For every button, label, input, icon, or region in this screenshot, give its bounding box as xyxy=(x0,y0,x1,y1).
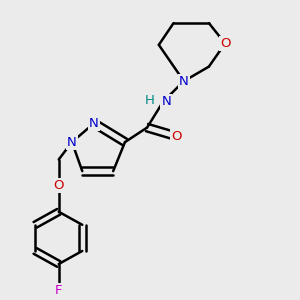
Text: F: F xyxy=(55,284,62,297)
Text: O: O xyxy=(171,130,182,143)
Text: O: O xyxy=(53,179,64,192)
Text: N: N xyxy=(89,117,99,130)
Text: H: H xyxy=(145,94,155,106)
Text: O: O xyxy=(220,37,230,50)
Text: N: N xyxy=(67,136,77,148)
Text: N: N xyxy=(179,75,189,88)
Text: N: N xyxy=(161,95,171,108)
